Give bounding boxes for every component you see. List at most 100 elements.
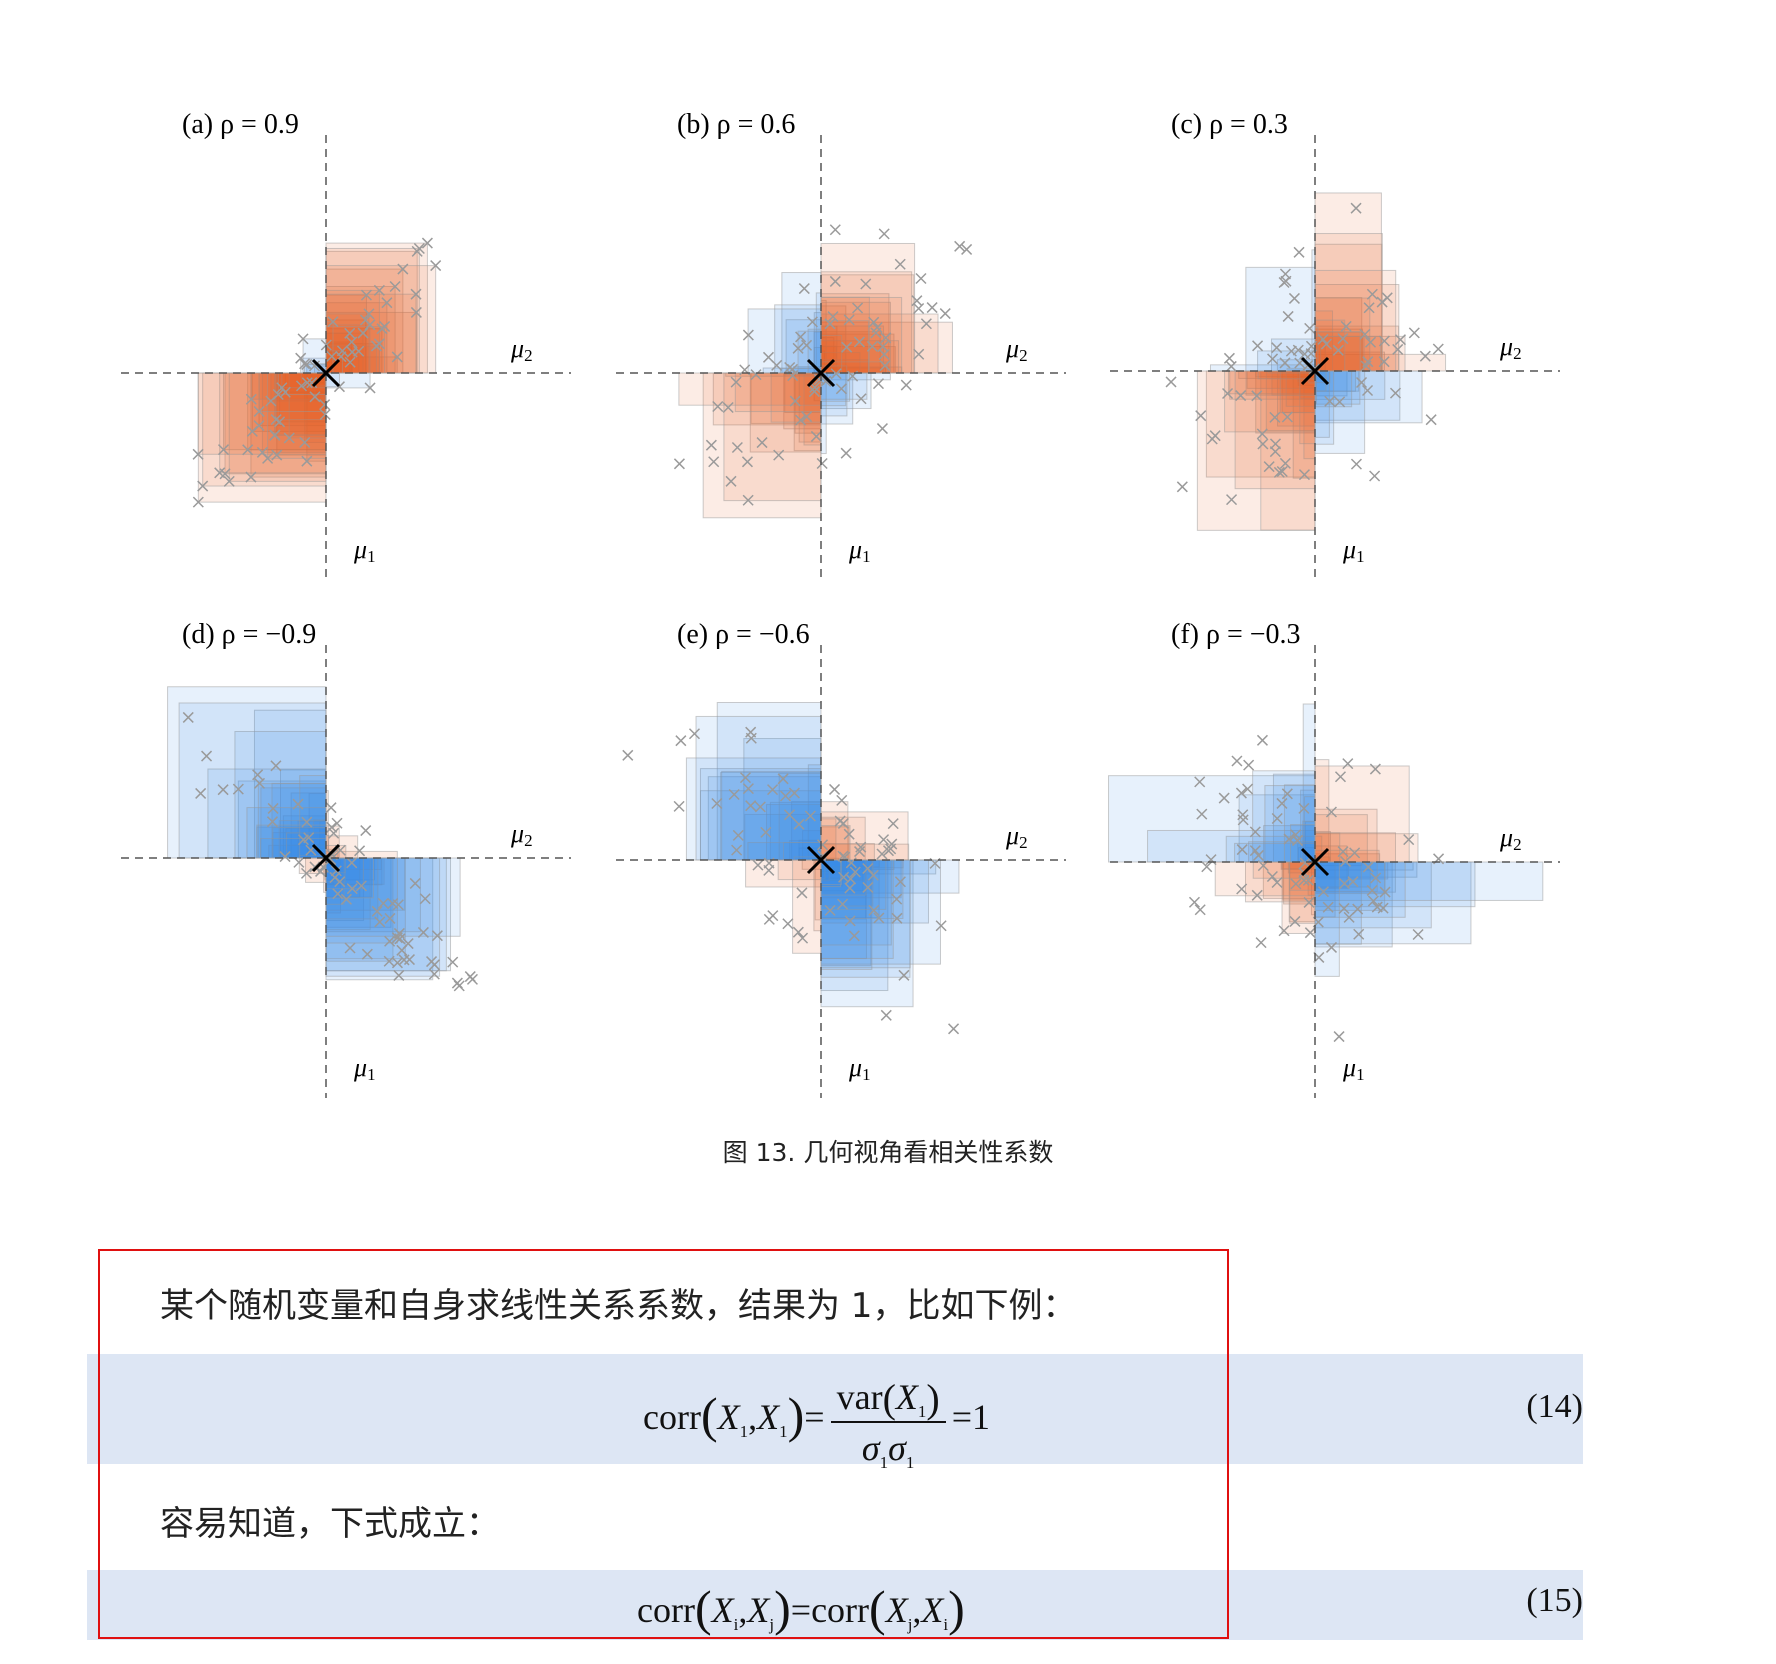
sample-marker bbox=[838, 871, 850, 883]
sample-marker bbox=[292, 798, 304, 810]
sample-marker bbox=[269, 429, 281, 441]
sample-marker bbox=[939, 308, 951, 320]
sample-marker bbox=[725, 475, 737, 487]
sample-marker bbox=[1271, 812, 1283, 825]
sample-marker bbox=[852, 302, 864, 314]
sample-marker bbox=[1317, 333, 1329, 345]
sample-marker bbox=[1347, 876, 1359, 888]
sample-marker bbox=[1209, 430, 1221, 442]
sample-marker bbox=[319, 399, 331, 411]
sample-marker bbox=[739, 772, 752, 784]
product-rectangle bbox=[1234, 370, 1316, 490]
sample-marker bbox=[728, 788, 740, 801]
equation-14: corr(X1,X1)= var(X1) σ1σ1 =1 bbox=[643, 1372, 990, 1472]
sample-marker bbox=[829, 224, 841, 236]
equation-14-number: (14) bbox=[1526, 1388, 1583, 1425]
sample-marker bbox=[873, 912, 885, 924]
sample-marker bbox=[868, 316, 880, 328]
sample-marker bbox=[722, 401, 734, 414]
sample-marker bbox=[844, 882, 856, 894]
product-rectangle bbox=[820, 271, 913, 374]
product-rectangle bbox=[1314, 319, 1346, 372]
product-rectangle bbox=[325, 265, 437, 374]
sample-marker bbox=[1403, 834, 1415, 846]
sample-marker bbox=[1324, 395, 1336, 407]
sample-marker bbox=[1298, 802, 1310, 814]
sample-marker bbox=[1279, 357, 1291, 369]
sample-marker bbox=[1290, 829, 1302, 841]
product-rectangle bbox=[1147, 829, 1316, 863]
sample-marker bbox=[792, 342, 804, 354]
sample-marker bbox=[1281, 411, 1293, 423]
sample-marker bbox=[1432, 343, 1444, 355]
sample-marker bbox=[384, 912, 396, 924]
sample-marker bbox=[1363, 302, 1375, 314]
sample-marker bbox=[303, 832, 315, 844]
mean-center-marker bbox=[311, 843, 341, 873]
sample-marker bbox=[741, 456, 753, 468]
sample-marker bbox=[381, 297, 393, 309]
sample-marker bbox=[1362, 861, 1374, 873]
sample-marker bbox=[1362, 356, 1374, 368]
sample-marker bbox=[866, 340, 878, 352]
product-rectangle bbox=[1108, 775, 1316, 863]
sample-marker bbox=[371, 905, 383, 917]
sample-marker bbox=[402, 938, 414, 950]
sample-marker bbox=[1342, 758, 1354, 770]
sample-marker bbox=[410, 306, 422, 318]
sample-marker bbox=[374, 916, 386, 928]
mu2-label: μ2 bbox=[510, 819, 533, 850]
sample-marker bbox=[1205, 854, 1217, 866]
sample-marker bbox=[279, 386, 291, 398]
sample-marker bbox=[911, 295, 923, 307]
sample-marker bbox=[299, 436, 311, 448]
sample-marker bbox=[1176, 481, 1188, 493]
sample-marker bbox=[336, 345, 348, 357]
sample-marker bbox=[961, 243, 973, 255]
sample-marker bbox=[394, 933, 406, 945]
sample-marker bbox=[788, 787, 800, 799]
sample-marker bbox=[954, 240, 966, 252]
sample-marker bbox=[353, 345, 365, 357]
sample-marker bbox=[1339, 855, 1352, 867]
sample-marker bbox=[1218, 792, 1230, 804]
sample-marker bbox=[673, 800, 685, 812]
product-rectangle bbox=[702, 372, 822, 519]
sample-marker bbox=[1325, 806, 1337, 818]
sample-marker bbox=[782, 918, 794, 930]
sample-marker bbox=[1333, 1031, 1345, 1043]
product-rectangle bbox=[1314, 833, 1419, 863]
paragraph-symmetry: 容易知道，下式成立： bbox=[160, 1504, 500, 1544]
sample-marker bbox=[1299, 348, 1311, 360]
sample-marker bbox=[796, 887, 808, 899]
sample-marker bbox=[379, 320, 391, 333]
sample-marker bbox=[829, 783, 841, 795]
product-rectangle bbox=[256, 824, 327, 859]
sample-marker bbox=[887, 818, 899, 830]
sample-marker bbox=[242, 444, 254, 456]
sample-marker bbox=[326, 821, 338, 833]
product-rectangle bbox=[712, 372, 822, 426]
sample-marker bbox=[820, 375, 832, 387]
sample-marker bbox=[870, 327, 882, 339]
sample-marker bbox=[829, 275, 841, 287]
sample-marker bbox=[797, 932, 809, 944]
sample-marker bbox=[756, 437, 768, 449]
sample-marker bbox=[1252, 340, 1264, 352]
sample-marker bbox=[1236, 844, 1248, 856]
panel-3: (c) ρ = 0.3 μ2 μ1 bbox=[1110, 109, 1560, 580]
sample-marker bbox=[878, 228, 890, 240]
sample-marker bbox=[360, 825, 372, 837]
product-rectangle bbox=[716, 702, 822, 861]
panel-1: (a) ρ = 0.9 μ2 μ1 bbox=[121, 109, 571, 580]
sample-marker bbox=[344, 327, 356, 339]
sample-marker bbox=[862, 862, 874, 875]
panel-6: (f) ρ = −0.3 μ2 μ1 bbox=[1108, 619, 1560, 1098]
sample-marker bbox=[835, 383, 847, 395]
sample-marker bbox=[855, 841, 867, 853]
sample-marker bbox=[804, 810, 816, 822]
figure-caption: 图 13. 几何视角看相关性系数 bbox=[722, 1138, 1054, 1167]
sample-marker bbox=[1425, 414, 1437, 426]
product-rectangle bbox=[820, 859, 904, 920]
sample-marker bbox=[827, 311, 839, 323]
